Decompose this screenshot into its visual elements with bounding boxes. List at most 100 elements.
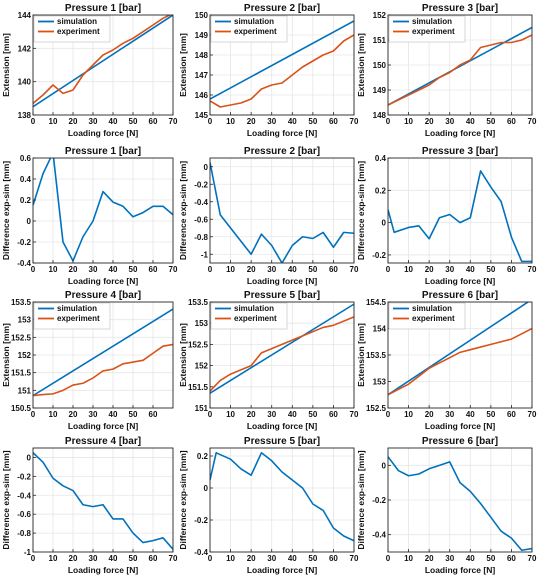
y-axis-label: Extension [mm]: [1, 33, 11, 97]
y-tick-label: 152.5: [366, 404, 387, 413]
x-tick-label: 60: [329, 117, 338, 126]
legend-label: simulation: [234, 304, 274, 313]
y-tick-label: 151.5: [188, 383, 209, 392]
x-tick-label: 30: [267, 410, 276, 419]
series-line-simulation: [33, 308, 173, 397]
y-axis-label: Difference exp-sim [mm]: [178, 161, 188, 260]
x-tick-label: 70: [169, 554, 178, 563]
legend-label: experiment: [57, 314, 100, 323]
series-line-simulation: [388, 26, 532, 106]
y-axis-label: Extension [mm]: [1, 323, 11, 387]
y-axis-label: Difference exp-sim [mm]: [1, 450, 11, 549]
y-tick-label: 153: [373, 378, 387, 387]
series-line-experiment: [33, 15, 172, 104]
x-tick-label: 60: [507, 265, 516, 274]
chart-title: Pressure 5 [bar]: [244, 436, 320, 447]
x-tick-label: 20: [425, 554, 434, 563]
x-tick-label: 60: [507, 117, 516, 126]
x-tick-label: 10: [226, 554, 235, 563]
plot-area: [388, 158, 532, 263]
chart-panel-10: 0 10 20 30 40 50 60 70 -1 -0.8 -0.6 -0.4 -0.2 0 Pressu…: [1, 436, 178, 575]
x-tick-label: 40: [466, 117, 475, 126]
series-line-simulation: [388, 302, 530, 396]
legend-box: [33, 302, 111, 330]
y-tick-label: 152: [195, 362, 209, 371]
x-tick-label: 40: [109, 554, 118, 563]
y-tick-label: -0.4: [372, 531, 386, 540]
y-tick-label: 152: [373, 11, 387, 20]
y-tick-label: 0.6: [20, 154, 32, 163]
x-axis-label: Loading force [N]: [68, 421, 139, 431]
y-tick-label: 149: [195, 31, 209, 40]
legend-label: experiment: [234, 27, 277, 36]
y-tick-label: 151: [18, 386, 32, 395]
x-tick-label: 10: [49, 265, 58, 274]
x-tick-label: 60: [329, 410, 338, 419]
axes-box: [209, 301, 355, 409]
x-tick-label: 60: [507, 554, 516, 563]
x-tick-label: 40: [288, 554, 297, 563]
legend-label: simulation: [234, 17, 274, 26]
x-tick-label: 40: [109, 117, 118, 126]
legend-label: experiment: [412, 314, 455, 323]
x-tick-label: 0: [31, 410, 36, 419]
x-tick-label: 0: [386, 410, 391, 419]
y-tick-label: -1: [201, 250, 209, 259]
x-tick-label: 40: [466, 410, 475, 419]
series-line-difference: [210, 162, 354, 263]
y-tick-label: -1: [24, 548, 32, 557]
x-tick-label: 60: [507, 410, 516, 419]
y-tick-label: 151: [195, 404, 209, 413]
x-tick-label: 70: [350, 410, 359, 419]
legend-label: simulation: [412, 304, 452, 313]
x-tick-label: 50: [129, 554, 138, 563]
x-tick-label: 10: [404, 265, 413, 274]
y-tick-label: 0: [204, 484, 209, 493]
x-tick-label: 20: [425, 265, 434, 274]
y-tick-label: 152.5: [188, 340, 209, 349]
y-tick-label: 0: [27, 453, 32, 462]
x-tick-label: 20: [69, 410, 78, 419]
x-tick-label: 30: [89, 265, 98, 274]
y-tick-label: 146: [195, 91, 209, 100]
x-tick-label: 50: [486, 117, 495, 126]
y-tick-label: -0.2: [17, 238, 31, 247]
y-tick-label: 0.2: [375, 186, 387, 195]
x-tick-label: 20: [247, 554, 256, 563]
y-tick-label: 0.4: [375, 154, 387, 163]
y-tick-label: 153.5: [366, 351, 387, 360]
y-tick-label: 0: [27, 217, 32, 226]
x-tick-label: 10: [226, 117, 235, 126]
x-tick-label: 30: [445, 410, 454, 419]
y-tick-label: -0.8: [17, 529, 31, 538]
axes-box: [209, 14, 355, 116]
x-tick-label: 40: [288, 410, 297, 419]
y-tick-label: 144: [18, 11, 32, 20]
x-tick-label: 70: [350, 554, 359, 563]
x-tick-label: 40: [288, 265, 297, 274]
legend-box: [210, 302, 288, 330]
x-axis-label: Loading force [N]: [425, 276, 496, 286]
x-tick-label: 0: [208, 117, 213, 126]
x-tick-label: 60: [149, 410, 158, 419]
x-tick-label: 40: [288, 117, 297, 126]
chart-title: Pressure 6 [bar]: [422, 436, 498, 447]
x-axis-label: Loading force [N]: [425, 421, 496, 431]
x-axis-label: Loading force [N]: [247, 421, 318, 431]
chart-panel-3: 0 10 20 30 40 50 60 70 148 149 150 151 152 Pressure 3…: [356, 3, 537, 138]
x-tick-label: 60: [149, 554, 158, 563]
x-tick-label: 40: [466, 265, 475, 274]
x-tick-label: 30: [445, 265, 454, 274]
x-tick-label: 50: [308, 265, 317, 274]
chart-title: Pressure 2 [bar]: [244, 146, 320, 157]
x-tick-label: 10: [404, 117, 413, 126]
y-axis-label: Difference exp-sim [mm]: [356, 161, 366, 260]
x-tick-label: 50: [308, 410, 317, 419]
x-tick-label: 50: [308, 554, 317, 563]
series-line-difference: [210, 451, 354, 542]
